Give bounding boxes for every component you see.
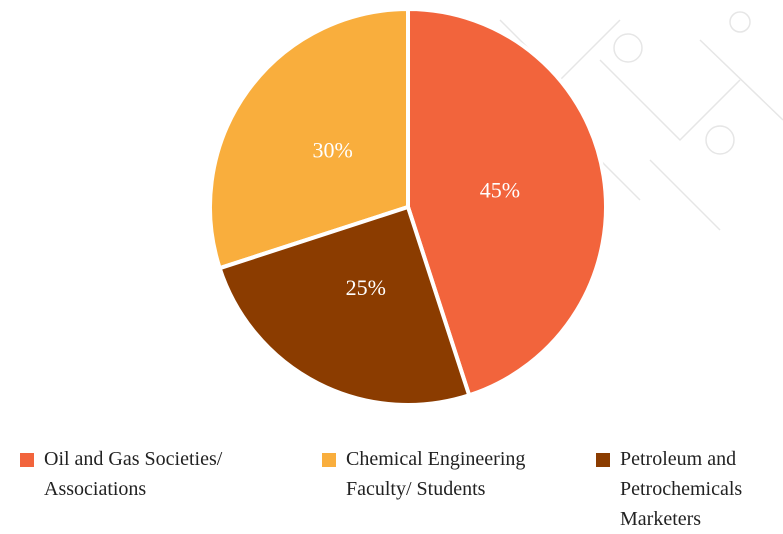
legend-label: Petroleum and Petrochemicals Marketers bbox=[620, 444, 771, 534]
legend-swatch bbox=[20, 453, 34, 467]
legend-item: Chemical Engineering Faculty/ Students bbox=[322, 444, 527, 504]
slice-label: 30% bbox=[313, 137, 353, 162]
legend-swatch bbox=[322, 453, 336, 467]
legend-swatch bbox=[596, 453, 610, 467]
legend-item: Oil and Gas Societies/ Associations bbox=[20, 444, 290, 504]
slice-label: 25% bbox=[346, 275, 386, 300]
legend-item: Petroleum and Petrochemicals Marketers bbox=[596, 444, 771, 534]
legend-label: Oil and Gas Societies/ Associations bbox=[44, 444, 290, 504]
legend-label: Chemical Engineering Faculty/ Students bbox=[346, 444, 527, 504]
slice-label: 45% bbox=[480, 177, 520, 202]
chart: 45% 30% 25% bbox=[0, 0, 783, 440]
page: 45% 30% 25% Oil and Gas Societies/ Associa… bbox=[0, 0, 783, 533]
